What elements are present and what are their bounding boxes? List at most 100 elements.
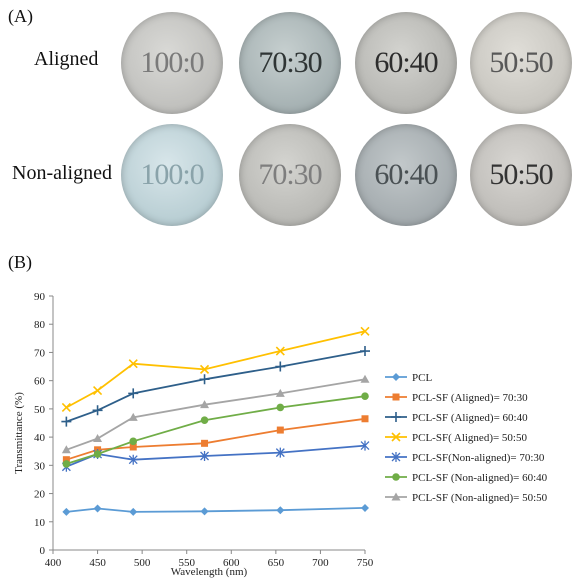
legend-item: PCL-SF (Non-aligned)= 60:40 — [385, 472, 548, 484]
data-point — [93, 450, 102, 458]
data-point — [275, 346, 285, 356]
legend-marker — [392, 373, 400, 381]
data-point — [61, 402, 71, 413]
sample-ratio: 70:30 — [258, 158, 322, 191]
legend-label: PCL-SF(Non-aligned)= 70:30 — [412, 452, 545, 464]
data-point — [361, 392, 369, 400]
x-tick-label: 600 — [223, 557, 240, 569]
data-point — [200, 400, 210, 409]
data-point — [128, 359, 138, 369]
data-point — [200, 451, 210, 462]
sample-ratio: 100:0 — [140, 46, 204, 79]
data-point — [199, 374, 210, 385]
sample-disc: 70:30 — [239, 124, 341, 226]
series-5 — [61, 440, 370, 472]
data-point — [275, 447, 285, 458]
data-point — [61, 445, 71, 454]
data-point — [92, 405, 103, 416]
data-point — [128, 454, 138, 465]
series-4 — [61, 326, 370, 413]
sample-ratio: 50:50 — [489, 158, 553, 191]
y-axis-title: Transmittance (%) — [13, 392, 25, 474]
y-tick-label: 30 — [34, 460, 46, 472]
sample-disc: 100:0 — [121, 124, 223, 226]
x-tick-label: 550 — [178, 557, 195, 569]
data-point — [360, 440, 370, 451]
legend-label: PCL — [412, 372, 432, 384]
panel-b-label: (B) — [8, 252, 32, 272]
y-tick-label: 90 — [34, 291, 46, 303]
data-point — [93, 385, 103, 396]
data-point — [62, 460, 71, 468]
data-point — [93, 504, 102, 513]
sample-ratio: 50:50 — [489, 46, 553, 79]
sample-disc: 70:30 — [239, 12, 341, 114]
data-point — [276, 403, 285, 412]
x-tick-label: 650 — [268, 557, 285, 569]
series-line — [66, 395, 366, 465]
data-point — [361, 415, 369, 423]
legend-item: PCL-SF (Aligned)= 60:40 — [385, 412, 528, 424]
series-line — [65, 330, 366, 409]
series-line — [66, 417, 366, 461]
y-tick-label: 10 — [34, 517, 46, 529]
y-tick-label: 40 — [34, 432, 46, 444]
data-point — [62, 507, 71, 516]
y-tick-label: 50 — [34, 404, 46, 416]
y-tick-label: 60 — [34, 376, 46, 388]
data-point — [360, 374, 370, 383]
y-tick-label: 80 — [34, 319, 46, 331]
panel-a-label: (A) — [8, 6, 33, 26]
series-line — [66, 350, 366, 423]
legend-marker — [391, 412, 401, 422]
legend-item: PCL-SF(Non-aligned)= 70:30 — [385, 452, 545, 464]
data-point — [360, 326, 370, 336]
sample-ratio: 100:0 — [140, 158, 204, 191]
sample-ratio: 60:40 — [374, 158, 438, 191]
sample-disc: 60:40 — [355, 12, 457, 114]
row-label-non-aligned: Non-aligned — [12, 162, 112, 184]
data-point — [361, 503, 369, 512]
data-point — [276, 506, 285, 515]
legend-item: PCL-SF( Aligned)= 50:50 — [385, 432, 527, 444]
data-point — [275, 361, 286, 372]
axes — [52, 296, 365, 551]
series-6 — [62, 392, 369, 468]
legend-label: PCL-SF (Aligned)= 70:30 — [412, 392, 528, 404]
data-point — [128, 412, 138, 421]
series-3 — [61, 346, 370, 427]
x-tick-label: 450 — [89, 557, 106, 569]
data-point — [61, 416, 72, 427]
sample-disc: 50:50 — [470, 124, 572, 226]
x-tick-label: 500 — [134, 557, 151, 569]
legend-marker — [391, 432, 401, 442]
data-point — [200, 416, 209, 424]
legend-marker — [391, 492, 401, 501]
series-1 — [62, 503, 369, 516]
series-line — [66, 507, 366, 513]
legend-item: PCL-SF (Aligned)= 70:30 — [385, 392, 528, 404]
sample-disc: 50:50 — [470, 12, 572, 114]
data-point — [62, 456, 70, 464]
legend-label: PCL-SF (Non-aligned)= 50:50 — [412, 492, 548, 504]
legend-label: PCL-SF (Aligned)= 60:40 — [412, 412, 528, 424]
row-label-aligned: Aligned — [34, 48, 99, 70]
legend-item: PCL — [385, 372, 432, 384]
sample-disc: 60:40 — [355, 124, 457, 226]
legend-marker — [391, 452, 401, 462]
data-point — [275, 388, 285, 397]
data-point — [93, 434, 103, 443]
y-tick-label: 70 — [34, 347, 46, 359]
data-point — [128, 388, 139, 399]
x-tick-label: 700 — [312, 557, 329, 569]
legend-label: PCL-SF (Non-aligned)= 60:40 — [412, 472, 548, 484]
data-point — [199, 364, 210, 374]
x-tick-label: 400 — [45, 557, 62, 569]
data-point — [129, 507, 138, 516]
x-axis-title: Wavelength (nm) — [171, 566, 248, 578]
data-point — [129, 437, 138, 446]
data-point — [201, 439, 209, 447]
data-point — [360, 346, 370, 357]
x-tick-label: 750 — [357, 557, 374, 569]
data-point — [200, 507, 209, 516]
